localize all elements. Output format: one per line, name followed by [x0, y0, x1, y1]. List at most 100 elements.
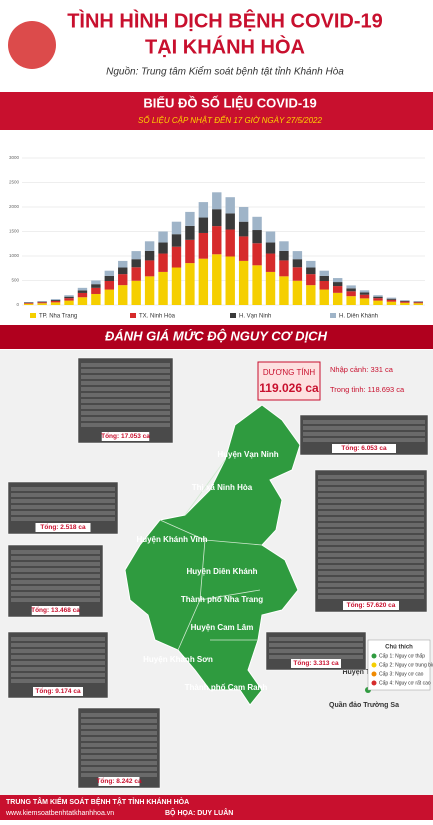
ward-row [303, 426, 425, 430]
legend-swatch [230, 313, 236, 318]
bar-segment [346, 296, 355, 305]
ward-row [269, 637, 363, 641]
bar-segment [373, 301, 382, 305]
district-total: Tổng: 3.313 ca [293, 659, 339, 667]
bar-segment [293, 267, 302, 280]
legend-swatch [330, 313, 336, 318]
bar-segment [333, 278, 342, 282]
bar-segment [118, 261, 127, 268]
bar-segment [37, 301, 46, 302]
bar-segment [266, 243, 275, 254]
ward-row [11, 679, 105, 683]
bar-segment [266, 254, 275, 272]
bar-segment [78, 297, 87, 305]
ward-row [318, 541, 424, 545]
bar-segment [252, 265, 261, 305]
bar-segment [239, 261, 248, 305]
bar-segment [226, 197, 235, 213]
bar-segment [360, 298, 369, 305]
ward-row [11, 562, 100, 566]
legend-dot [372, 663, 377, 668]
positive-imported: Nhập cảnh: 331 ca [330, 365, 394, 374]
bar-segment [158, 272, 167, 305]
bar-segment [400, 303, 409, 305]
bar-segment [185, 263, 194, 305]
bar-segment [320, 276, 329, 281]
ward-row [81, 411, 170, 415]
positive-total: 119.026 ca [259, 381, 319, 395]
ward-row [269, 655, 363, 659]
source: Nguồn: Trung tâm Kiểm soát bệnh tật tỉnh… [106, 66, 344, 78]
virus-icon [8, 21, 56, 69]
ward-row [318, 577, 424, 581]
district-total: Tổng: 9.174 ca [35, 687, 81, 695]
district-label: Quần đảo Trường Sa [329, 700, 399, 709]
bar-segment [387, 302, 396, 305]
bar-segment [293, 259, 302, 267]
ward-row [318, 535, 424, 539]
ward-row [81, 737, 157, 741]
ward-row [11, 598, 100, 602]
bar-segment [320, 281, 329, 290]
bar-segment [118, 268, 127, 275]
bar-segment [346, 285, 355, 288]
district-label: Thị xã Ninh Hòa [192, 483, 253, 492]
bar-segment [279, 241, 288, 251]
bar-segment [64, 298, 73, 300]
y-tick-label: 2000 [9, 204, 20, 209]
bar-segment [387, 300, 396, 302]
ward-row [11, 586, 100, 590]
bar-segment [279, 276, 288, 305]
ward-row [318, 589, 424, 593]
bar-segment [306, 261, 315, 268]
section-title: ĐÁNH GIÁ MỨC ĐỘ NGUY CƠ DỊCH [105, 328, 328, 343]
ward-row [269, 643, 363, 647]
district-label: Huyện Diên Khánh [186, 567, 257, 576]
bar-segment [373, 295, 382, 296]
ward-row [269, 649, 363, 653]
ward-row [81, 767, 157, 771]
ward-row [318, 565, 424, 569]
ward-row [318, 511, 424, 515]
bar-segment [78, 293, 87, 297]
bar-segment [333, 282, 342, 286]
bar-segment [51, 301, 60, 302]
district-total: Tổng: 57.620 ca [347, 601, 396, 609]
bar-segment [212, 226, 221, 254]
bar-segment [239, 236, 248, 261]
ward-row [11, 661, 105, 665]
district-total: Tổng: 17.053 ca [101, 432, 150, 440]
ward-row [318, 547, 424, 551]
bar-segment [414, 301, 423, 302]
district-total: Tổng: 13.468 ca [31, 606, 80, 614]
ward-row [318, 571, 424, 575]
ward-row [318, 553, 424, 557]
ward-row [318, 523, 424, 527]
bar-segment [37, 303, 46, 305]
bar-segment [118, 274, 127, 285]
district-label: Thành phố Nha Trang [181, 595, 263, 604]
ward-row [81, 387, 170, 391]
ward-row [11, 667, 105, 671]
ward-row [11, 643, 105, 647]
bar-segment [24, 303, 33, 304]
positive-label: DƯƠNG TÍNH [263, 368, 315, 377]
ward-row [81, 393, 170, 397]
bar-segment [172, 234, 181, 246]
ward-row [11, 580, 100, 584]
bar-segment [414, 302, 423, 303]
bar-segment [360, 295, 369, 299]
district-label: Huyện Cam Lâm [191, 623, 254, 632]
bar-segment [212, 192, 221, 209]
bar-segment [145, 241, 154, 251]
bar-segment [346, 288, 355, 291]
ward-row [81, 369, 170, 373]
ward-row [81, 423, 170, 427]
ward-row [11, 556, 100, 560]
y-tick-label: 1000 [9, 253, 20, 258]
district-total: Tổng: 2.518 ca [40, 523, 86, 531]
bar-segment [360, 290, 369, 292]
ward-row [11, 637, 105, 641]
ward-row [11, 673, 105, 677]
bar-segment [239, 222, 248, 237]
